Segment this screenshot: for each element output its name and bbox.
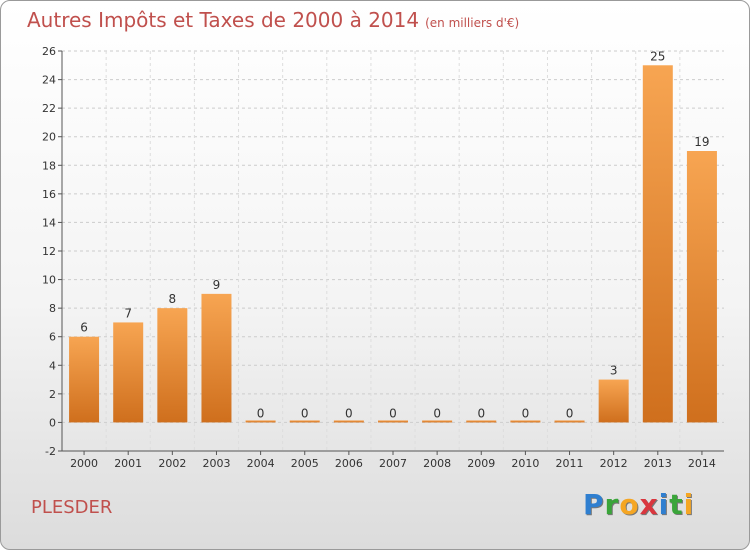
- y-tick-label: 4: [49, 359, 56, 372]
- y-tick-label: 10: [42, 274, 56, 287]
- data-label: 0: [477, 406, 485, 420]
- bar: [554, 420, 585, 423]
- x-tick-label: 2013: [644, 457, 672, 470]
- y-tick-label: 16: [42, 188, 56, 201]
- data-label: 25: [650, 49, 665, 63]
- y-tick-label: 24: [42, 74, 56, 87]
- data-label: 9: [213, 278, 221, 292]
- y-tick-label: 14: [42, 216, 56, 229]
- x-tick-label: 2010: [511, 457, 539, 470]
- y-tick-label: 22: [42, 102, 56, 115]
- chart-subtitle: (en milliers d'€): [425, 16, 520, 30]
- y-tick-label: 6: [49, 331, 56, 344]
- y-tick-label: 0: [49, 416, 56, 429]
- bar: [69, 336, 100, 423]
- logo-letter: i: [683, 488, 695, 521]
- y-tick-label: 2: [49, 388, 56, 401]
- bar: [201, 293, 232, 423]
- data-label: 19: [694, 135, 709, 149]
- bar: [466, 420, 497, 423]
- bar: [157, 308, 188, 423]
- data-label: 8: [169, 292, 177, 306]
- bar: [289, 420, 320, 423]
- x-tick-label: 2012: [600, 457, 628, 470]
- data-label: 3: [610, 364, 618, 378]
- y-tick-label: -2: [45, 445, 56, 458]
- x-tick-label: 2008: [423, 457, 451, 470]
- bar: [333, 420, 364, 423]
- data-label: 7: [124, 306, 132, 320]
- data-label: 0: [522, 406, 530, 420]
- x-tick-label: 2007: [379, 457, 407, 470]
- data-label: 0: [345, 406, 353, 420]
- logo-letter: x: [639, 488, 659, 521]
- data-label: 0: [566, 406, 574, 420]
- logo-letter: P: [583, 488, 605, 521]
- x-tick-label: 2014: [688, 457, 716, 470]
- bar: [245, 420, 276, 423]
- bar: [510, 420, 541, 423]
- data-label: 0: [389, 406, 397, 420]
- proxiti-logo: Proxiti: [583, 488, 694, 521]
- logo-letter: i: [658, 488, 670, 521]
- bar: [378, 420, 408, 423]
- chart-title: Autres Impôts et Taxes de 2000 à 2014 (en…: [27, 8, 519, 32]
- data-label: 0: [433, 406, 441, 420]
- data-label: 0: [257, 406, 265, 420]
- x-tick-label: 2005: [291, 457, 319, 470]
- bar: [598, 379, 629, 423]
- x-tick-label: 2011: [556, 457, 584, 470]
- bars: [69, 65, 717, 423]
- x-tick-label: 2009: [467, 457, 495, 470]
- y-tick-label: 20: [42, 131, 56, 144]
- bar: [686, 151, 717, 423]
- bar: [642, 65, 673, 423]
- labels: 6 7 8 9 0 0 0 0 0 0 0 0 3 25 19: [80, 49, 709, 420]
- y-tick-label: 18: [42, 159, 56, 172]
- chart-title-text: Autres Impôts et Taxes de 2000 à 2014: [27, 8, 420, 32]
- commune-name: PLESDER: [31, 497, 113, 518]
- bar: [422, 420, 453, 423]
- x-tick-label: 2002: [158, 457, 186, 470]
- x-tick-label: 2006: [335, 457, 363, 470]
- y-tick-label: 12: [42, 245, 56, 258]
- y-tick-label: 8: [49, 302, 56, 315]
- bar: [113, 322, 144, 423]
- data-label: 6: [80, 321, 88, 335]
- logo-letter: o: [619, 488, 640, 521]
- x-tick-label: 2003: [202, 457, 230, 470]
- x-tick-label: 2001: [114, 457, 142, 470]
- x-tick-label: 2000: [70, 457, 98, 470]
- logo-letter: r: [604, 488, 620, 521]
- logo-letter: t: [669, 488, 684, 521]
- x-tick-label: 2004: [247, 457, 275, 470]
- data-label: 0: [301, 406, 309, 420]
- y-tick-label: 26: [42, 45, 56, 58]
